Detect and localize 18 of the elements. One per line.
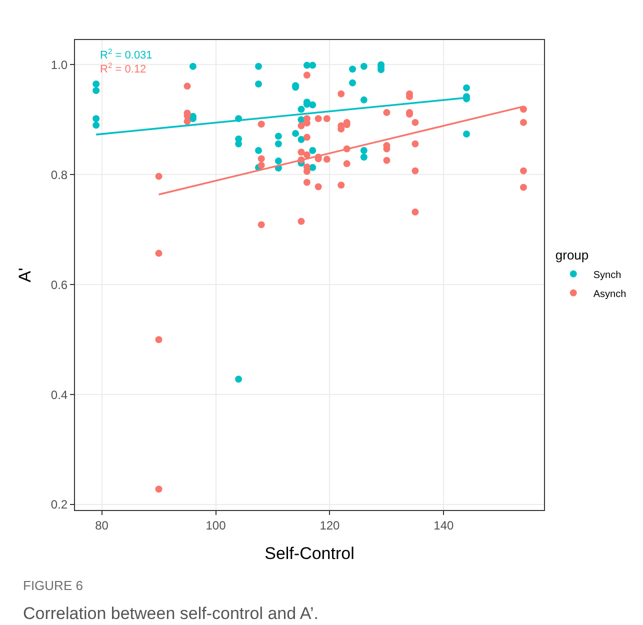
- x-axis-title: Self-Control: [264, 544, 354, 563]
- x-tick-label: 140: [434, 518, 454, 532]
- y-tick-label: 0.8: [50, 168, 68, 182]
- y-tick-label: 1.0: [50, 58, 68, 72]
- text: Correlation between self-control and A’.: [23, 604, 318, 623]
- annotation: R$^{2}$ = 0.12: [100, 61, 146, 76]
- legend-title: group: [555, 247, 589, 262]
- annotation: R$^{2}$ = 0.031: [100, 47, 152, 62]
- legend-label: Synch: [593, 270, 622, 281]
- legend-label: Asynch: [593, 288, 626, 300]
- y-tick-label: 0.6: [50, 278, 68, 292]
- x-tick-label: 100: [206, 518, 226, 532]
- y-tick-label: 0.2: [50, 498, 68, 512]
- x-tick-label: 120: [320, 518, 340, 532]
- y-axis-title: A': [15, 268, 34, 282]
- y-tick-label: 0.4: [50, 388, 68, 402]
- x-tick-label: 80: [95, 518, 109, 532]
- caption: FIGURE 6: [23, 578, 83, 593]
